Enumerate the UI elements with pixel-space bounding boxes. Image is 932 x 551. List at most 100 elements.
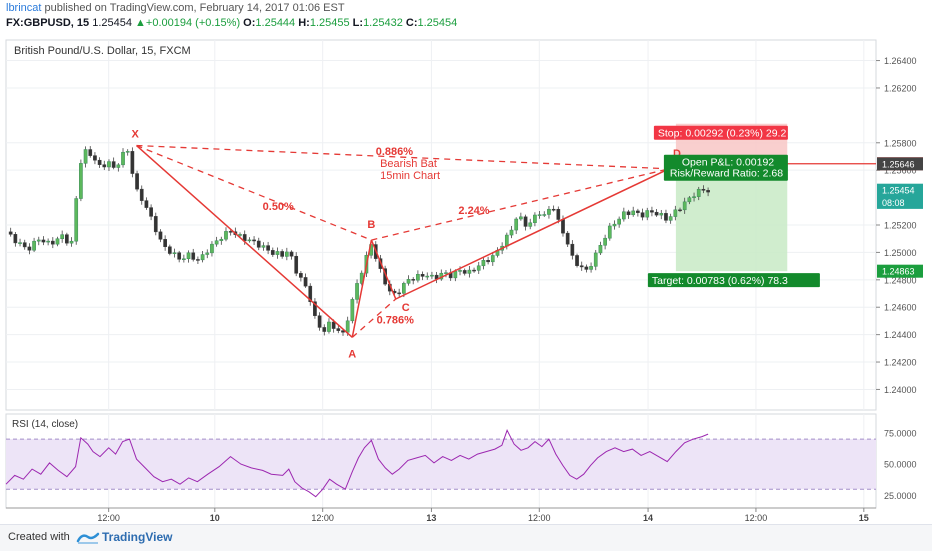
price-tick-label: 1.24800: [884, 275, 917, 285]
price-pane[interactable]: 1.26400 1.26200 1.25800 1.25600 1.25200 1.250…: [5, 39, 923, 411]
pattern-ratio-line[interactable]: [351, 298, 397, 338]
candle-body: [444, 272, 448, 274]
chart-canvas[interactable]: 1.26400 1.26200 1.25800 1.25600 1.25200 1.250…: [0, 36, 932, 524]
open-pnl-label: Open P&L: 0.00192: [682, 157, 774, 169]
candle-body: [22, 242, 27, 248]
candle-body: [607, 225, 612, 239]
candle-body: [280, 251, 285, 257]
candle-body: [130, 151, 135, 174]
candle-body: [284, 251, 289, 257]
pattern-leg[interactable]: [351, 239, 373, 338]
price-axis-badge-label: 1.25454: [882, 186, 915, 196]
candle-body: [706, 190, 710, 193]
candle-body: [420, 274, 425, 277]
price-tick-label: 1.25600: [884, 166, 917, 176]
pattern-ratio-line[interactable]: [136, 144, 372, 241]
symbol-label: FX:GBPUSD, 15: [6, 17, 90, 29]
close-value: 1.25454: [417, 17, 458, 29]
candle-body: [678, 209, 682, 212]
candle-body: [191, 252, 196, 260]
candle-body: [584, 266, 589, 270]
pattern-ratio-line[interactable]: [371, 168, 670, 241]
pattern-point-c: C: [402, 302, 410, 314]
stop-label-box[interactable]: [653, 125, 788, 140]
price-axis-badge: [877, 157, 923, 171]
candle-body: [158, 231, 163, 240]
candle-body: [13, 234, 18, 244]
candle-body: [486, 260, 490, 263]
candle-body: [696, 188, 701, 197]
candle-body: [97, 159, 102, 165]
author-link[interactable]: lbrincat: [6, 2, 42, 14]
chart-header: lbrincat published on TradingView.com, F…: [0, 0, 932, 36]
candle-body: [345, 320, 350, 333]
candle-body: [308, 285, 313, 302]
candle-body: [565, 232, 570, 245]
candle-body: [182, 258, 186, 261]
candle-body: [275, 251, 280, 255]
pattern-point-b: B: [367, 219, 375, 231]
chart-area[interactable]: 1.26400 1.26200 1.25800 1.25600 1.25200 1.250…: [0, 36, 932, 524]
target-zone[interactable]: [675, 163, 788, 272]
candle-body: [416, 274, 420, 281]
close-label: C:: [405, 17, 418, 29]
price-tick-label: 1.26200: [884, 83, 917, 93]
pattern-ratio-line[interactable]: [136, 144, 669, 170]
candle-body: [355, 283, 359, 300]
time-tick-label: 14: [643, 513, 653, 523]
candle-body: [252, 239, 256, 242]
pattern-leg[interactable]: [370, 239, 397, 300]
candle-body: [411, 279, 416, 281]
published-text: published on TradingView.com, February 1…: [41, 2, 345, 14]
candle-body: [598, 245, 603, 254]
candle-body: [219, 238, 224, 241]
candle-body: [69, 240, 74, 244]
time-tick-label: 10: [210, 513, 220, 523]
target-label-box[interactable]: [647, 273, 820, 288]
candle-body: [18, 242, 22, 244]
candle-body: [570, 243, 575, 256]
candle-body: [523, 216, 528, 227]
candle-body: [462, 270, 467, 274]
candle-body: [289, 251, 294, 257]
candle-body: [542, 214, 547, 216]
candle-body: [228, 231, 233, 233]
time-tick-label: 12:00: [311, 513, 334, 523]
rsi-pane[interactable]: 75.0000 50.0000 25.0000 RSI (14, close): [5, 413, 917, 509]
candle-body: [261, 245, 266, 248]
candle-body: [331, 321, 336, 329]
quote-bar: FX:GBPUSD, 15 1.25454 ▲+0.00194 (+0.15%)…: [6, 17, 457, 29]
time-tick-label: 13: [426, 513, 436, 523]
rsi-line[interactable]: [5, 429, 709, 498]
high-value: 1.25455: [309, 17, 350, 29]
pattern-subtitle: 15min Chart: [380, 170, 440, 182]
candle-body: [406, 279, 411, 284]
time-axis[interactable]: 12:00 10 12:00 13 12:00 14 12:00 15: [6, 507, 876, 523]
candle-body: [238, 234, 242, 236]
candle-body: [186, 252, 191, 260]
tradingview-brand[interactable]: TradingView: [102, 530, 173, 544]
pattern-leg[interactable]: [395, 168, 670, 300]
candle-body: [149, 207, 153, 217]
rsi-tick-label: 25.0000: [884, 491, 917, 501]
candle-body: [621, 211, 626, 220]
candle-body: [121, 151, 125, 166]
candle-body: [467, 269, 472, 274]
tradingview-logo-icon[interactable]: [76, 529, 100, 545]
rsi-label: RSI (14, close): [12, 419, 78, 430]
candle-body: [402, 283, 406, 294]
time-tick-label: 15: [859, 513, 869, 523]
candle-body: [612, 223, 617, 227]
price-axis-badge: [877, 183, 923, 197]
candle-body: [547, 208, 551, 215]
candle-body: [504, 234, 509, 247]
candle-body: [247, 239, 252, 242]
price-tick-label: 1.25200: [884, 221, 917, 231]
pnl-label-box[interactable]: [663, 154, 788, 181]
pattern-leg[interactable]: [136, 144, 353, 338]
candle-body: [270, 250, 275, 255]
low-value: 1.25432: [363, 17, 403, 29]
price-tick-label: 1.24000: [884, 385, 917, 395]
candle-body: [303, 277, 308, 287]
candle-body: [116, 164, 121, 168]
